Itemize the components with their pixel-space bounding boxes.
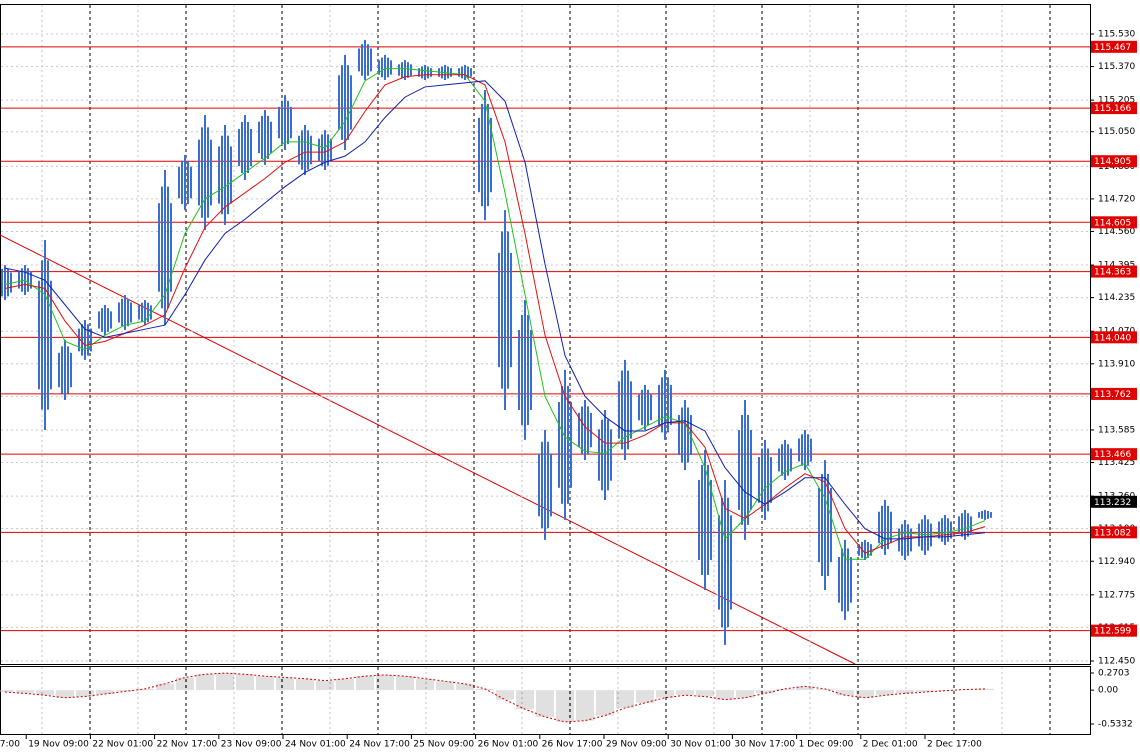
level-label-box [1091,265,1137,278]
x-tick-label: 25 Nov 09:00 [413,740,474,750]
osc-signal [4,672,986,723]
main-frame [0,4,1091,665]
level-label-box [1091,216,1137,229]
level-label: 113.762 [1094,390,1131,400]
x-tick-label: 30 Nov 01:00 [670,740,731,750]
level-label-box [1091,331,1137,344]
level-label: 112.599 [1094,627,1131,637]
x-tick-label: 24 Nov 17:00 [349,740,410,750]
level-label: 113.466 [1094,450,1131,460]
moving-average [4,68,986,560]
level-label-box [1091,40,1137,53]
level-label-box [1091,526,1137,539]
level-label-box [1091,387,1137,400]
oscillator-frame [0,666,1091,735]
osc-tick-label: -0.5332 [1098,720,1133,730]
level-label: 114.905 [1094,157,1131,167]
level-label-box [1091,102,1137,115]
y-tick-label: 112.775 [1098,590,1135,600]
current-price-label: 113.232 [1094,498,1131,508]
x-tick-label: 1 Dec 09:00 [799,740,854,750]
x-tick-label: 2 Dec 01:00 [863,740,918,750]
x-tick-label: 19 Nov 09:00 [28,740,89,750]
x-tick-label: 22 Nov 01:00 [92,740,153,750]
y-tick-label: 115.370 [1098,62,1135,72]
level-label: 113.082 [1094,528,1131,538]
level-label-box [1091,624,1137,637]
y-tick-label: 112.450 [1098,657,1135,667]
x-tick-label: 24 Nov 01:00 [285,740,346,750]
y-tick-label: 115.530 [1098,30,1135,40]
x-tick-label: 29 Nov 09:00 [606,740,667,750]
level-label-box [1091,448,1137,461]
y-tick-label: 114.560 [1098,227,1135,237]
level-label: 114.605 [1094,218,1131,228]
y-tick-label: 114.395 [1098,261,1135,271]
x-tick-label: 26 Nov 17:00 [542,740,603,750]
y-tick-label: 115.050 [1098,127,1135,137]
y-tick-label: 114.235 [1098,293,1135,303]
y-tick-label: 112.940 [1098,557,1135,567]
level-label: 115.166 [1094,104,1131,114]
y-tick-label: 113.425 [1098,458,1135,468]
x-tick-label: 23 Nov 09:00 [221,740,282,750]
osc-tick-label: 0.2703 [1098,669,1130,679]
level-label: 115.467 [1094,43,1131,53]
level-label: 114.040 [1094,333,1131,343]
osc-tick-label: 0.00 [1098,686,1118,696]
x-tick-label: 2 Dec 17:00 [927,740,982,750]
y-tick-label: 114.720 [1098,194,1135,204]
y-tick-label: 113.910 [1098,359,1135,369]
moving-average [4,74,986,554]
x-tick-label: 26 Nov 01:00 [478,740,539,750]
moving-average [4,80,986,540]
x-tick-label: 30 Nov 17:00 [734,740,795,750]
y-tick-label: 115.205 [1098,96,1135,106]
y-tick-label: 113.585 [1098,425,1135,435]
level-label: 114.363 [1094,268,1131,278]
x-tick-label: 22 Nov 17:00 [157,740,218,750]
current-price-box [1091,495,1137,508]
x-tick-label: 17:00 [0,740,20,750]
level-label-box [1091,155,1137,168]
